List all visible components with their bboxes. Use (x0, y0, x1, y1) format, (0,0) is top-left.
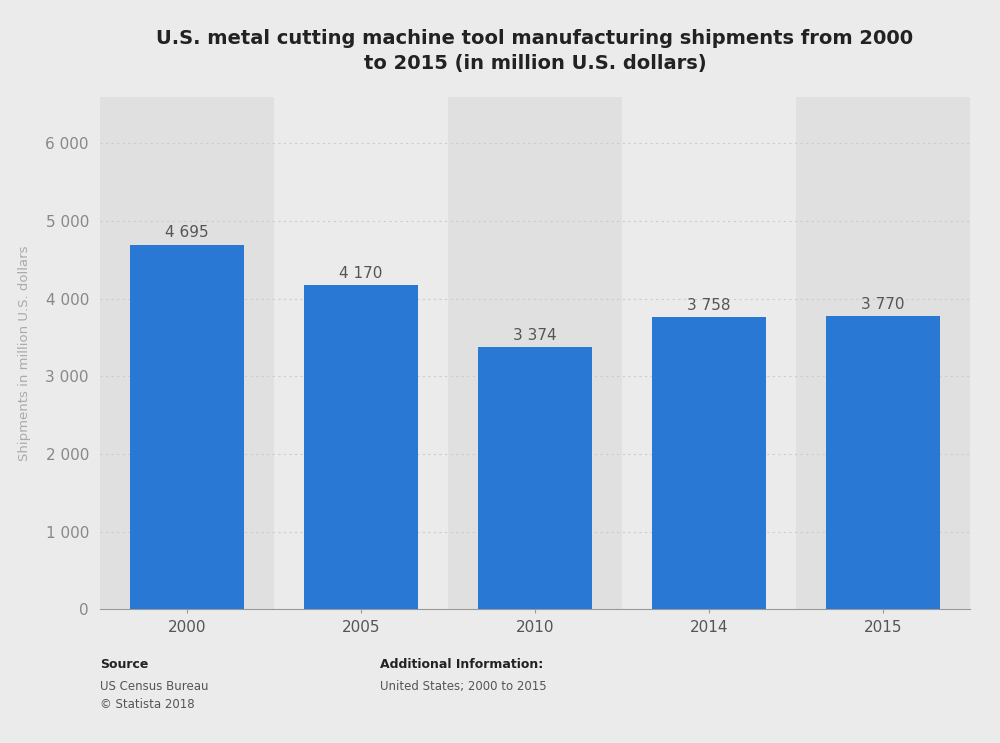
Bar (274, 97, 448, 609)
Y-axis label: Shipments in million U.S. dollars: Shipments in million U.S. dollars (18, 245, 32, 461)
Text: Additional Information:: Additional Information: (380, 658, 543, 670)
Bar (826, 317, 940, 609)
Bar (304, 285, 418, 609)
Text: 3 758: 3 758 (687, 298, 731, 313)
Bar (478, 347, 592, 609)
Bar (796, 97, 970, 609)
Text: 4 170: 4 170 (339, 266, 383, 281)
Text: 3 374: 3 374 (513, 328, 557, 343)
Text: United States; 2000 to 2015: United States; 2000 to 2015 (380, 680, 547, 692)
Bar (100, 97, 274, 609)
Bar (652, 317, 766, 609)
Bar (130, 244, 244, 609)
Text: US Census Bureau
© Statista 2018: US Census Bureau © Statista 2018 (100, 680, 208, 711)
Bar (622, 97, 796, 609)
Text: 3 770: 3 770 (861, 297, 905, 312)
Text: Source: Source (100, 658, 148, 670)
Title: U.S. metal cutting machine tool manufacturing shipments from 2000
to 2015 (in mi: U.S. metal cutting machine tool manufact… (156, 29, 914, 73)
Text: 4 695: 4 695 (165, 225, 209, 240)
Bar (448, 97, 622, 609)
